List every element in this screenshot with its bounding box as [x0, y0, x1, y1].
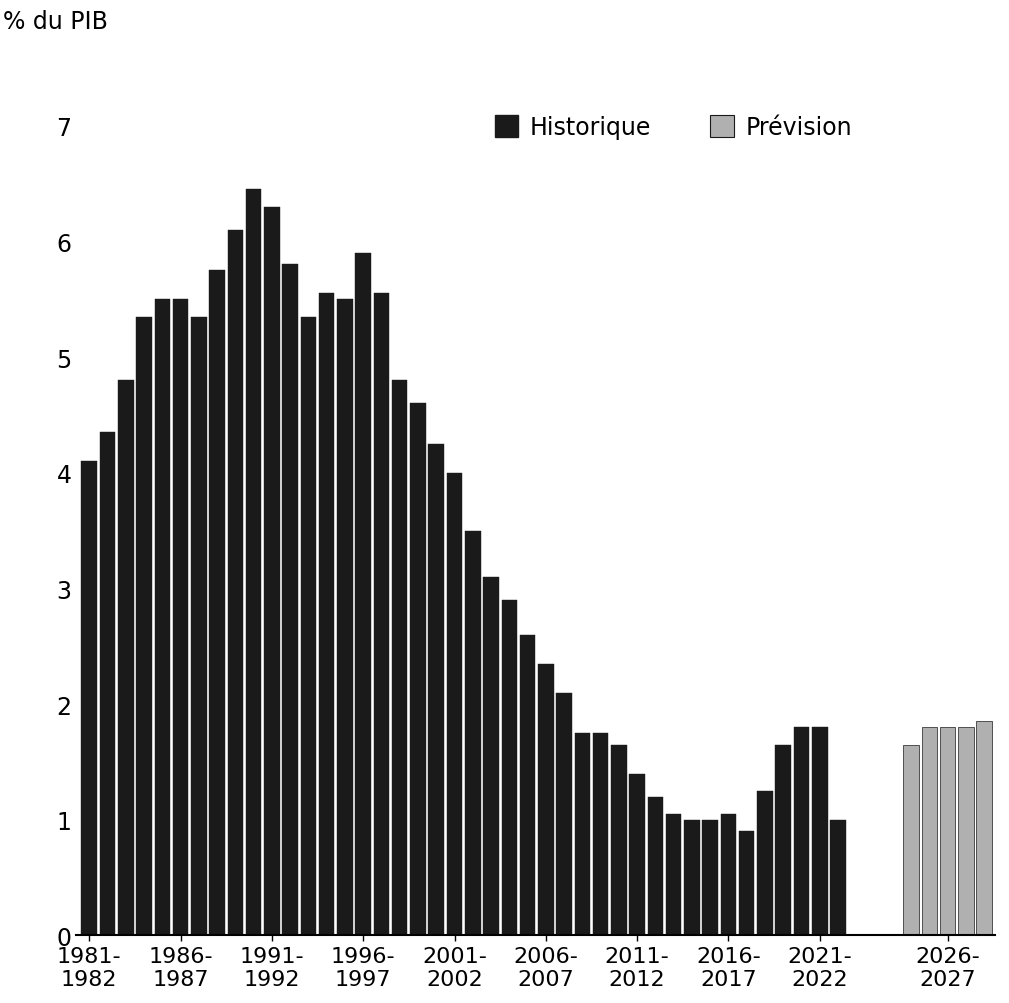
Bar [483, 578, 498, 936]
Bar [776, 745, 791, 936]
Bar [501, 601, 517, 936]
Bar [391, 381, 408, 936]
Bar [574, 733, 590, 936]
Bar [301, 317, 316, 936]
Bar [959, 727, 974, 936]
Bar [136, 317, 151, 936]
Bar [100, 433, 115, 936]
Bar [702, 820, 718, 936]
Bar [903, 745, 919, 936]
Bar [209, 271, 225, 936]
Bar [264, 208, 279, 936]
Bar [228, 231, 243, 936]
Bar [757, 791, 773, 936]
Bar [411, 404, 426, 936]
Bar [82, 461, 97, 936]
Bar [118, 381, 133, 936]
Bar [319, 294, 334, 936]
Bar [666, 814, 681, 936]
Bar [812, 727, 827, 936]
Bar [520, 635, 536, 936]
Bar [977, 722, 992, 936]
Bar [538, 664, 554, 936]
Bar [373, 294, 389, 936]
Bar [173, 300, 189, 936]
Bar [465, 531, 480, 936]
Bar [447, 473, 462, 936]
Bar [191, 317, 207, 936]
Bar [337, 300, 353, 936]
Bar [739, 831, 755, 936]
Bar [921, 727, 937, 936]
Bar [593, 733, 608, 936]
Bar [283, 265, 298, 936]
Bar [648, 796, 663, 936]
Text: % du PIB: % du PIB [3, 10, 108, 34]
Bar [611, 745, 627, 936]
Bar [630, 773, 645, 936]
Legend: Historique, Prévision: Historique, Prévision [485, 106, 862, 149]
Bar [794, 727, 809, 936]
Bar [939, 727, 956, 936]
Bar [830, 820, 846, 936]
Bar [355, 254, 371, 936]
Bar [684, 820, 699, 936]
Bar [429, 444, 444, 936]
Bar [246, 191, 261, 936]
Bar [154, 300, 171, 936]
Bar [556, 693, 572, 936]
Bar [720, 814, 737, 936]
